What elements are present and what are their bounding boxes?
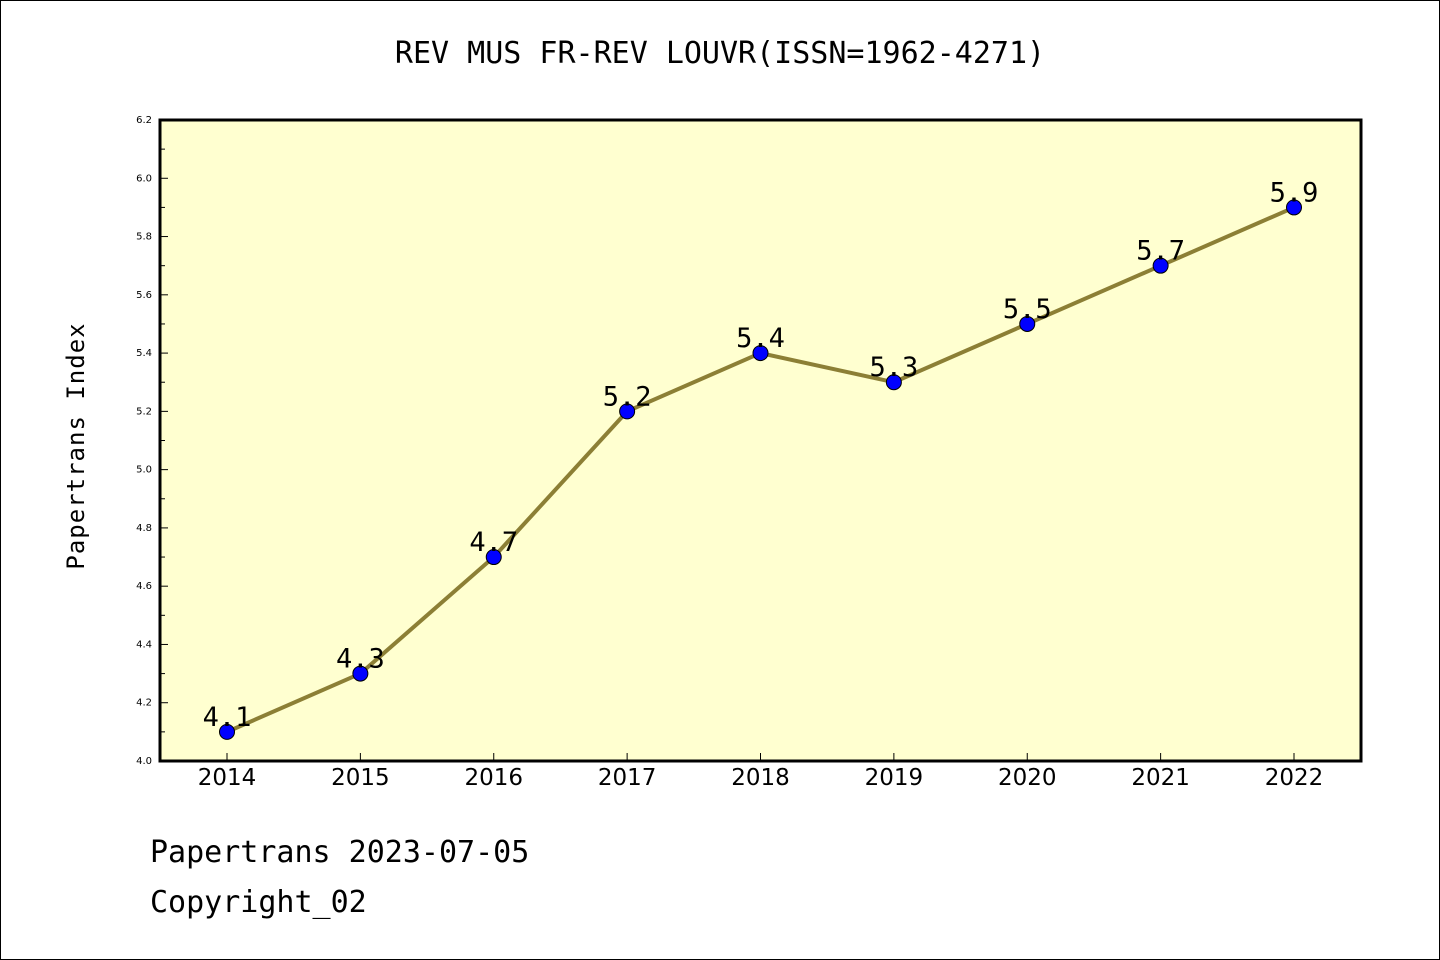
data-point [619,403,636,420]
data-point [1286,199,1302,216]
y-tick-label: 4.4 [136,639,152,650]
x-tick-label: 2016 [464,765,523,791]
x-tick-label: 2019 [865,765,924,791]
data-label: 5.2 [603,381,652,412]
y-tick-label: 4.2 [136,698,152,709]
data-point [219,723,235,740]
y-tick-label: 6.0 [136,173,152,184]
data-point [352,665,369,682]
footer-copyright: Copyright_02 [150,885,367,920]
data-label: 5.3 [869,352,918,383]
data-label: 5.5 [1003,294,1052,325]
y-tick-label: 5.8 [136,232,152,243]
data-label: 4.7 [469,527,518,558]
data-label: 5.9 [1270,177,1319,208]
y-tick-label: 4.0 [136,756,152,767]
plot-area [160,120,1361,761]
x-tick-label: 2015 [331,765,390,791]
y-tick-label: 4.8 [136,523,152,534]
footer-date: Papertrans 2023-07-05 [150,835,530,870]
data-label: 5.4 [736,323,785,354]
data-label: 4.3 [336,644,385,675]
y-tick-label: 5.6 [136,290,152,301]
x-tick-label: 2020 [998,765,1057,791]
data-point [1152,257,1169,274]
data-label: 4.1 [203,702,252,733]
y-tick-label: 5.2 [136,406,152,417]
chart-title: REV MUS FR-REV LOUVR(ISSN=1962-4271) [394,36,1046,71]
data-point [485,549,502,566]
y-tick-label: 4.6 [136,581,152,592]
y-tick-label: 6.2 [136,115,152,126]
x-tick-label: 2018 [731,765,790,791]
data-point [1019,315,1036,332]
x-tick-label: 2017 [598,765,657,791]
x-tick-label: 2021 [1131,765,1190,791]
x-tick-label: 2014 [198,765,257,791]
y-tick-label: 5.0 [136,465,152,476]
y-tick-label: 5.4 [136,348,152,359]
data-point [885,374,902,391]
data-point [752,345,769,362]
x-tick-label: 2022 [1265,765,1324,791]
data-label: 5.7 [1136,236,1185,267]
